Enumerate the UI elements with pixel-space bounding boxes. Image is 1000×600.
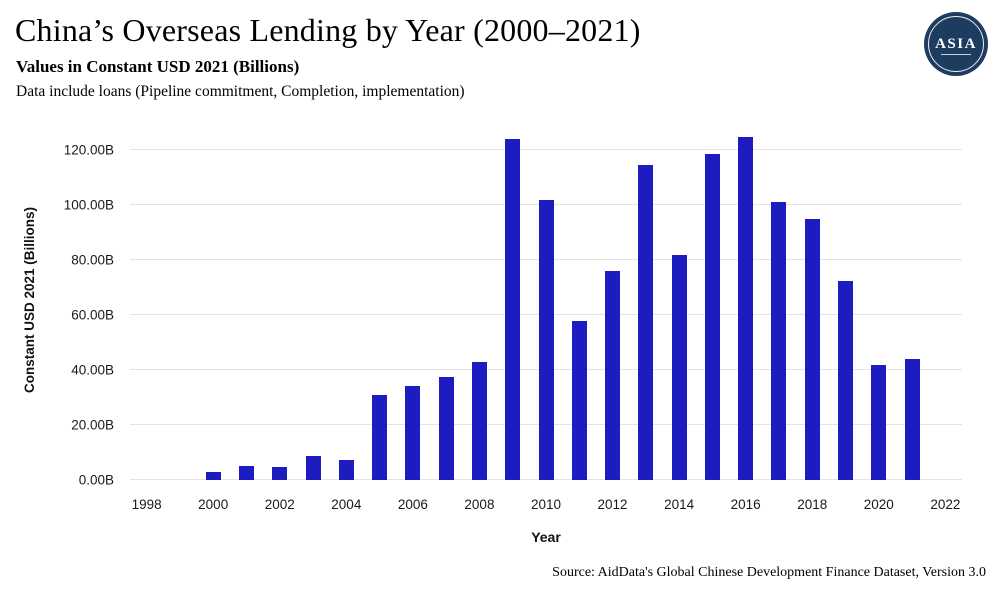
bar-2009 [505, 139, 521, 480]
bar-2012 [605, 271, 621, 480]
x-tick-label: 2022 [930, 497, 961, 512]
y-tick-label: 120.00B [63, 142, 114, 158]
plot-area [130, 120, 962, 480]
page-title: China’s Overseas Lending by Year (2000–2… [15, 12, 641, 48]
x-tick-label: 2012 [597, 497, 628, 512]
bar-2015 [704, 154, 720, 480]
bar-2021 [904, 359, 920, 480]
bar-2019 [838, 280, 854, 480]
y-tick-label: 80.00B [71, 252, 114, 268]
bar-2008 [471, 361, 487, 480]
bar-2001 [238, 465, 254, 480]
bar-2010 [538, 199, 554, 480]
y-tick-labels: 0.00B 20.00B 40.00B 60.00B 80.00B 100.00B 120.… [0, 120, 120, 488]
bar-2004 [338, 460, 354, 480]
bar-chart: Constant USD 2021 (Billions) 0.00B 20.00B… [0, 105, 1000, 575]
x-tick-label: 2018 [797, 497, 828, 512]
x-axis-title: Year [531, 529, 561, 545]
bar-2014 [671, 255, 687, 480]
bar-2002 [272, 466, 288, 480]
bar-2017 [771, 202, 787, 480]
x-tick-label: 2002 [264, 497, 295, 512]
bar-2018 [804, 218, 820, 480]
bar-2005 [372, 395, 388, 480]
bar-2011 [571, 320, 587, 480]
logo-ring-icon [928, 16, 984, 72]
x-tick-label: 2008 [464, 497, 495, 512]
chart-subtitle: Values in Constant USD 2021 (Billions) [16, 57, 300, 76]
y-tick-label: 100.00B [63, 197, 114, 213]
y-tick-label: 60.00B [71, 307, 114, 323]
y-tick-label: 40.00B [71, 362, 114, 378]
bar-2016 [738, 136, 754, 480]
bar-2003 [305, 455, 321, 480]
bar-2020 [871, 365, 887, 480]
x-tick-label: 2014 [664, 497, 695, 512]
gridline [130, 149, 962, 151]
logo-text: ASIA [935, 35, 977, 52]
x-tick-labels: 1998 2000 2002 2004 2006 2008 2010 2012 2014 2016… [130, 497, 962, 515]
source-credit: Source: AidData's Global Chinese Develop… [552, 565, 986, 580]
x-tick-label: 2020 [863, 497, 894, 512]
logo-rule [941, 54, 971, 55]
asia-logo: ASIA [924, 12, 988, 76]
y-tick-label: 0.00B [78, 472, 114, 488]
bar-2000 [205, 472, 221, 480]
y-tick-label: 20.00B [71, 417, 114, 433]
x-tick-label: 2016 [730, 497, 761, 512]
bar-2006 [405, 386, 421, 480]
x-tick-label: 1998 [131, 497, 162, 512]
x-tick-label: 2004 [331, 497, 362, 512]
x-tick-label: 2000 [198, 497, 229, 512]
x-tick-label: 2006 [397, 497, 428, 512]
chart-note: Data include loans (Pipeline commitment,… [16, 83, 465, 100]
bar-2007 [438, 376, 454, 480]
x-tick-label: 2010 [530, 497, 562, 512]
bar-2013 [638, 164, 654, 480]
